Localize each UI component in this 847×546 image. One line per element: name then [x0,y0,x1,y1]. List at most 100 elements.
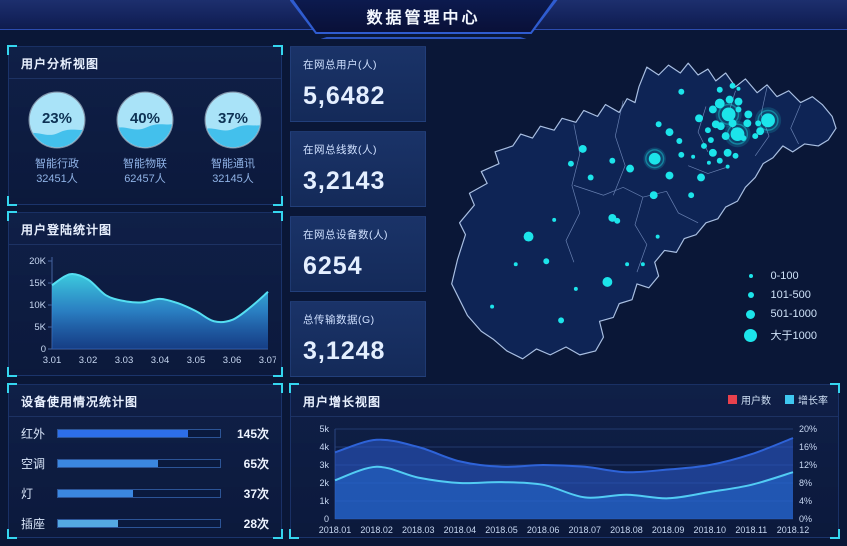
corner-accent [273,367,283,377]
legend-label: 用户数 [741,396,771,407]
map-legend-label: 101-500 [770,289,811,301]
map-dot[interactable] [665,128,674,137]
map-dot[interactable] [701,142,707,149]
map-dot[interactable] [609,157,616,164]
map-dot[interactable] [716,122,725,131]
map-dot[interactable] [723,148,732,157]
map-legend-dot [747,292,754,298]
map-dot[interactable] [578,144,587,153]
map-dot[interactable] [490,304,495,309]
map-dot[interactable] [725,164,730,169]
map-dot[interactable] [756,127,765,136]
map-dot[interactable] [728,119,737,128]
map-dot[interactable] [716,86,723,93]
map-dot[interactable] [648,152,661,165]
map-dot-ring [645,149,665,169]
map-dot[interactable] [678,88,685,95]
map-dot[interactable] [573,286,578,291]
map-dot[interactable] [655,121,662,128]
map-legend-dot-cell [743,328,759,342]
map-dot[interactable] [567,160,574,167]
map-dot[interactable] [543,258,550,265]
map-dot[interactable] [752,133,759,140]
map-legend-item[interactable]: 大于1000 [743,327,818,343]
map-legend-dot-cell [743,309,759,319]
map-dot[interactable] [740,135,747,142]
map-dot[interactable] [707,137,714,143]
map-dot[interactable] [729,82,736,89]
map-dot[interactable] [665,171,674,180]
map-dot[interactable] [714,98,725,109]
map-dot[interactable] [732,152,739,159]
login-x-tick: 3.04 [151,355,170,366]
map-dot[interactable] [735,106,742,113]
device-bar-fill [58,520,118,527]
map-dot[interactable] [640,262,645,267]
corner-accent [7,45,17,55]
map-dot[interactable] [743,119,752,128]
growth-x-tick: 2018.12 [777,525,810,535]
map-dot[interactable] [649,191,658,200]
map-dot[interactable] [513,262,518,267]
login-x-tick: 3.07 [259,355,276,366]
map-dot[interactable] [704,127,711,134]
stat-card-label: 在网总设备数(人) [303,229,388,241]
legend-item[interactable]: 增长率 [785,392,828,407]
map-dot[interactable] [708,105,717,114]
map-dot[interactable] [691,154,696,159]
map-dot[interactable] [587,174,594,181]
map-dot[interactable] [602,277,613,287]
map-legend-item[interactable]: 101-500 [743,289,818,301]
map-dot[interactable] [736,86,741,91]
corner-accent [273,211,283,221]
growth-left-tick: 5k [319,424,329,434]
stat-card: 在网总设备数(人) 6254 [290,216,426,292]
map-dot[interactable] [552,217,557,222]
map-dot[interactable] [734,97,743,106]
growth-x-tick: 2018.08 [610,525,643,535]
growth-series-line [334,465,794,500]
stat-card-label: 在网总线数(人) [303,144,377,156]
map-dot[interactable] [706,160,711,165]
map-dot[interactable] [708,148,717,157]
login-line [51,273,269,324]
map-dot[interactable] [721,107,736,122]
growth-left-tick: 0 [324,514,329,524]
map-dot[interactable] [695,114,703,123]
corner-accent [289,383,299,393]
device-bar-value: 28次 [243,517,269,531]
map-dot[interactable] [614,217,621,224]
growth-x-tick: 2018.05 [485,525,518,535]
map-dot[interactable] [755,120,762,127]
map-dot[interactable] [558,317,565,324]
corner-accent [7,383,17,393]
map-dot[interactable] [697,173,705,182]
device-bar-fill [58,460,159,467]
map-legend-item[interactable]: 501-1000 [743,308,818,320]
map-dot[interactable] [608,213,617,222]
map-dot[interactable] [688,192,695,199]
map-dot[interactable] [523,231,534,242]
login-area-chart: 0 5K 10K 15K 20K 3.01 3.02 3.03 3.04 3.05 3.06 3.07 [9,245,281,379]
growth-chart-svg: 0 0% 1k 4% 2k 8% 3k 12% 4k 16% 5k 20% 2018.01 2018.02… [319,424,817,535]
map-legend-item[interactable]: 0-100 [743,270,818,282]
growth-x-tick: 2018.09 [652,525,685,535]
header-title-plate-border: 数据管理中心 [290,0,558,34]
map-dot[interactable] [761,113,775,128]
map-legend-label: 501-1000 [770,308,818,320]
map-dot[interactable] [676,138,683,144]
map-dot[interactable] [678,151,685,158]
legend-item[interactable]: 用户数 [728,392,771,407]
map-dot[interactable] [744,110,753,119]
map-dot[interactable] [655,234,660,239]
panel-title-user-growth: 用户增长视图 [291,385,838,417]
growth-chart-legend: 用户数 增长率 [728,392,828,407]
map-dots[interactable] [490,82,782,324]
map-dot[interactable] [626,164,635,173]
map-dot[interactable] [721,132,730,141]
growth-right-tick: 16% [799,442,817,452]
map-dot[interactable] [725,95,734,104]
stat-card: 在网总线数(人) 3,2143 [290,131,426,207]
map-dot[interactable] [716,157,723,164]
map-dot[interactable] [625,262,630,267]
